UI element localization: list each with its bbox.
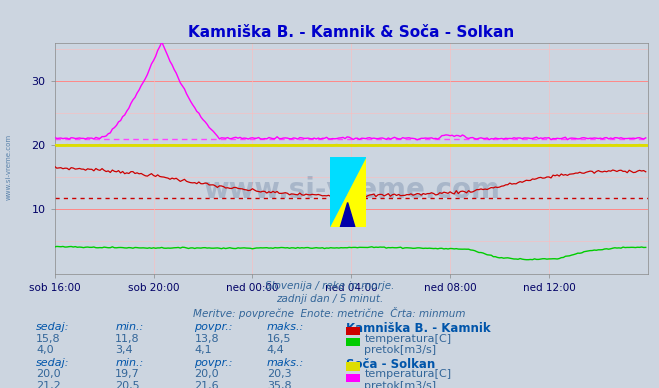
Text: zadnji dan / 5 minut.: zadnji dan / 5 minut. <box>276 294 383 304</box>
Text: 4,4: 4,4 <box>267 345 285 355</box>
Text: www.si-vreme.com: www.si-vreme.com <box>5 134 12 200</box>
Text: 21,2: 21,2 <box>36 381 61 388</box>
Text: 35,8: 35,8 <box>267 381 291 388</box>
Text: Soča - Solkan: Soča - Solkan <box>346 358 435 371</box>
Text: 13,8: 13,8 <box>194 334 219 344</box>
Text: 20,5: 20,5 <box>115 381 140 388</box>
Polygon shape <box>340 203 355 227</box>
Text: min.:: min.: <box>115 358 144 368</box>
Polygon shape <box>330 157 366 227</box>
Polygon shape <box>330 157 366 227</box>
Text: temperatura[C]: temperatura[C] <box>364 334 451 344</box>
Text: min.:: min.: <box>115 322 144 332</box>
Text: 16,5: 16,5 <box>267 334 291 344</box>
Text: 20,0: 20,0 <box>194 369 219 379</box>
Text: maks.:: maks.: <box>267 322 304 332</box>
Text: 20,3: 20,3 <box>267 369 291 379</box>
Text: sedaj:: sedaj: <box>36 358 70 368</box>
Text: 11,8: 11,8 <box>115 334 140 344</box>
Text: Meritve: povprečne  Enote: metrične  Črta: minmum: Meritve: povprečne Enote: metrične Črta:… <box>193 307 466 319</box>
Text: 4,0: 4,0 <box>36 345 54 355</box>
Text: 21,6: 21,6 <box>194 381 219 388</box>
Text: Slovenija / reke in morje.: Slovenija / reke in morje. <box>265 281 394 291</box>
Text: www.si-vreme.com: www.si-vreme.com <box>203 177 500 204</box>
Text: Kamniška B. - Kamnik: Kamniška B. - Kamnik <box>346 322 490 335</box>
Text: maks.:: maks.: <box>267 358 304 368</box>
Text: povpr.:: povpr.: <box>194 358 233 368</box>
Text: pretok[m3/s]: pretok[m3/s] <box>364 345 436 355</box>
Text: pretok[m3/s]: pretok[m3/s] <box>364 381 436 388</box>
Text: 19,7: 19,7 <box>115 369 140 379</box>
Text: povpr.:: povpr.: <box>194 322 233 332</box>
Title: Kamniška B. - Kamnik & Soča - Solkan: Kamniška B. - Kamnik & Soča - Solkan <box>188 25 515 40</box>
Text: temperatura[C]: temperatura[C] <box>364 369 451 379</box>
Text: 3,4: 3,4 <box>115 345 133 355</box>
Text: 4,1: 4,1 <box>194 345 212 355</box>
Text: 15,8: 15,8 <box>36 334 61 344</box>
Text: sedaj:: sedaj: <box>36 322 70 332</box>
Text: 20,0: 20,0 <box>36 369 61 379</box>
